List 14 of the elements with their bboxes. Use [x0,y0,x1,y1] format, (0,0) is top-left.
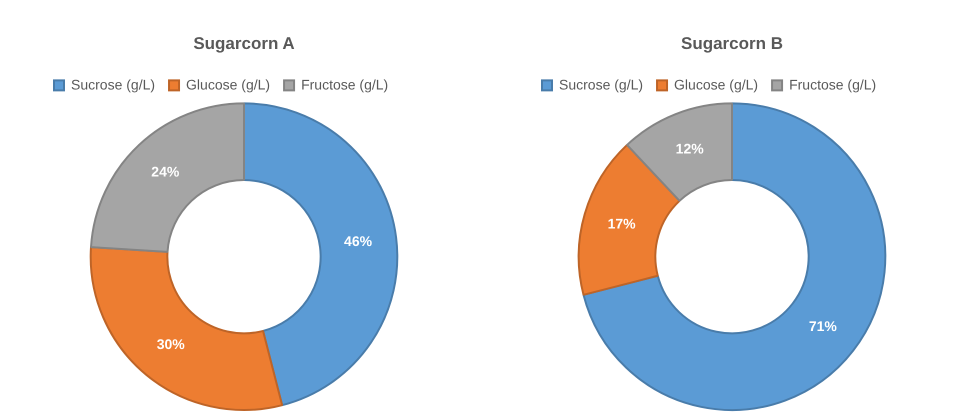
chart-title: Sugarcorn A [193,34,295,53]
legend-label: Glucose (g/L) [186,76,270,92]
legend-label: Fructose (g/L) [301,76,388,92]
data-label: 17% [608,215,636,232]
legend-label: Sucrose (g/L) [71,76,156,92]
legend-label: Fructose (g/L) [789,76,876,92]
data-label: 46% [344,233,373,250]
legend-label: Sucrose (g/L) [559,76,644,92]
data-label: 30% [156,336,186,352]
legend-label: Glucose (g/L) [674,76,758,92]
data-label: 71% [808,318,838,334]
data-label: 24% [151,164,180,180]
chart-title: Sugarcorn B [680,34,784,53]
data-label: 12% [676,140,704,157]
